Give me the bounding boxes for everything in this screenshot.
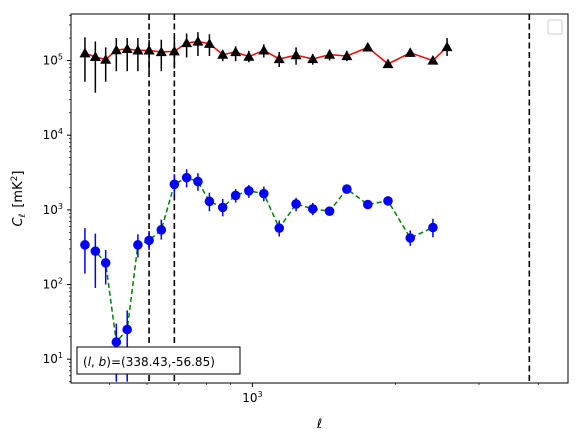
triangle-point [404,47,416,57]
triangle-point [79,47,91,58]
y-tick-label: 105 [43,53,63,68]
circle-point [428,222,438,233]
triangle-point [382,58,394,69]
circle-point [133,240,143,250]
triangle-point [168,45,180,56]
y-tick-label: 104 [43,127,63,142]
y-tick-label: 103 [43,202,63,217]
circle-point [169,179,180,190]
triangle-point [203,38,215,48]
triangle-point [307,53,319,64]
triangle-point [143,44,155,55]
circle-point [181,172,192,183]
circle-point [156,225,167,235]
y-axis-label: Cℓ[mK2] [10,171,28,227]
x-tick-label: 103 [242,390,262,405]
triangle-point [341,50,353,61]
triangle-point [132,44,144,55]
annotation-box: (l, b)=(338.43,-56.85) [76,346,241,375]
circle-point [122,324,133,335]
circle-point [342,184,352,194]
circle-point [90,246,101,256]
triangle-point [217,49,229,59]
y-tick-label: 102 [43,277,63,292]
x-axis-label: ℓ [316,417,322,432]
circle-point [405,233,416,243]
triangle-point [427,55,439,65]
circle-point [244,186,254,196]
y-tick-label: 101 [43,351,63,366]
circle-point [217,202,228,213]
triangle-point [441,41,453,52]
triangle-series [79,32,453,93]
triangle-point [181,37,193,48]
circle-point [204,196,215,207]
circle-point [362,199,373,210]
circle-point [100,258,111,268]
triangle-point [243,51,255,61]
triangle-point [230,46,242,57]
data-series [79,32,453,382]
triangle-point [258,44,270,55]
legend-box [547,19,563,35]
triangle-point [100,54,112,64]
circle-point [80,240,90,250]
circle-point [259,188,269,199]
plot-frame [70,13,569,384]
triangle-point [273,53,285,64]
triangle-point [155,46,167,57]
series-line [84,176,434,344]
triangle-point [89,51,101,61]
triangle-point [192,35,204,46]
circle-point [193,176,203,187]
triangle-point [110,44,122,55]
circle-point [307,204,318,214]
vertical-lines [148,14,531,383]
triangle-point [362,41,374,52]
circle-point [111,337,122,347]
triangle-point [324,49,336,59]
triangle-point [290,49,302,60]
annotation-text: (l, b)=(338.43,-56.85) [83,355,215,369]
circle-point [230,190,241,201]
circle-series [80,169,438,382]
axis-ticks: 101 102 103 104 105 103 [43,15,539,405]
triangle-point [121,43,133,54]
circle-point [144,235,154,246]
circle-point [274,223,285,233]
circle-point [383,196,393,206]
circle-point [291,199,301,209]
circle-point [324,206,335,216]
